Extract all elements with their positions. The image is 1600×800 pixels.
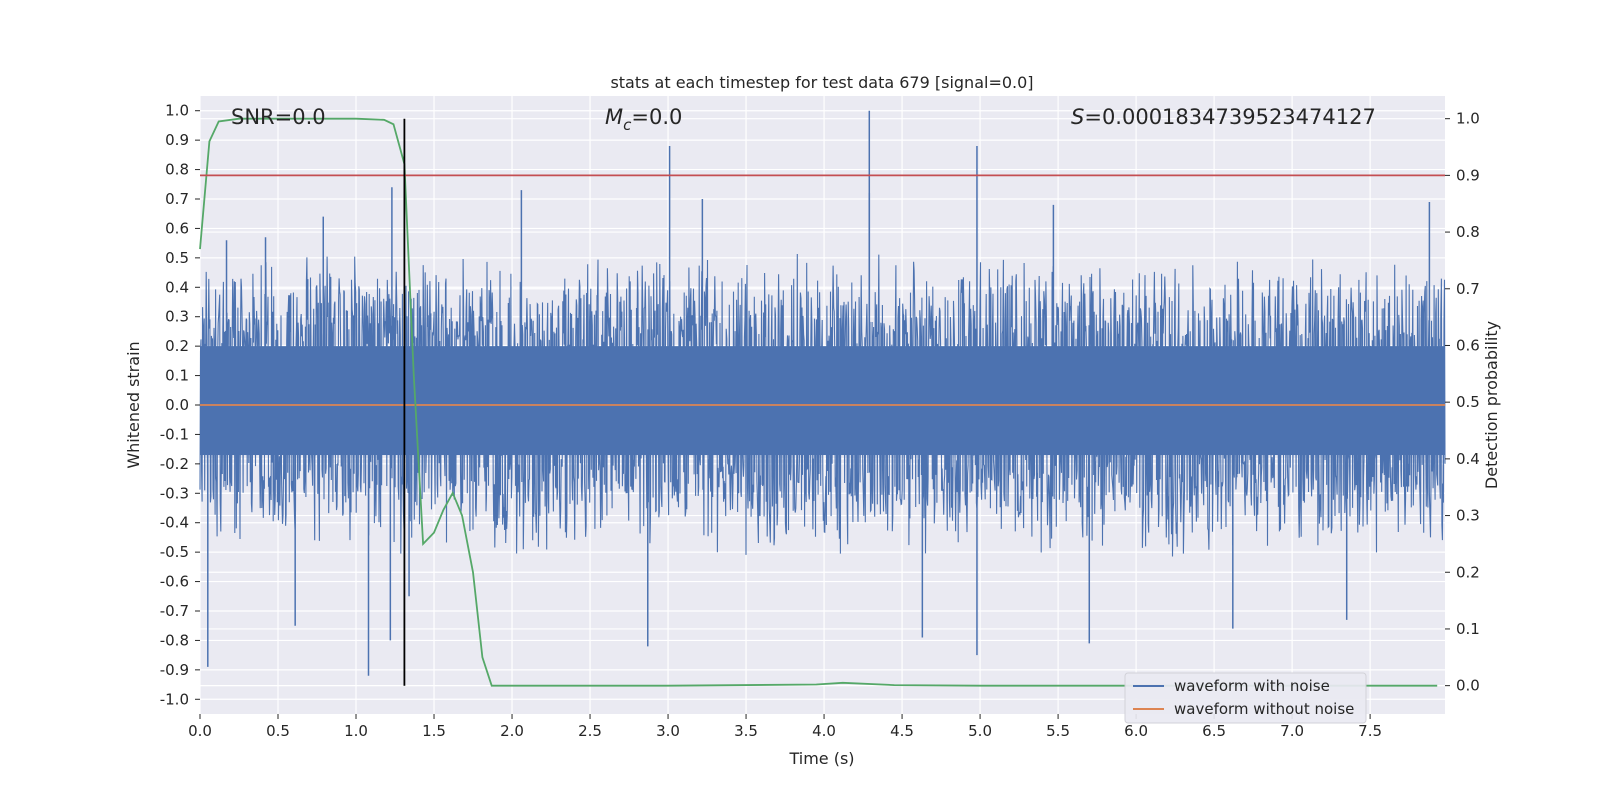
x-tick-label: 7.0 [1280, 722, 1304, 740]
noise-band [200, 346, 1445, 456]
x-tick-label: 1.0 [344, 722, 368, 740]
legend-label-with-noise: waveform with noise [1174, 677, 1330, 695]
x-tick-label: 1.5 [422, 722, 446, 740]
legend-box [1124, 672, 1367, 724]
series-detection-probability [199, 117, 1438, 687]
x-tick-label: 0.5 [266, 722, 290, 740]
mc-annotation: Mc=0.0 [605, 105, 682, 134]
x-tick-label: 2.5 [578, 722, 602, 740]
y2-tick-label: 0.1 [1456, 620, 1480, 638]
y-tick-label: -0.4 [160, 514, 189, 532]
s-annotation: S=0.0001834739523474127 [1071, 105, 1376, 129]
x-tick-label: 4.5 [890, 722, 914, 740]
y-tick-label: 0.4 [165, 278, 189, 296]
y-tick-label: 0.0 [165, 396, 189, 414]
y-tick-label: 0.7 [165, 190, 189, 208]
y-tick-label: 0.1 [165, 367, 189, 385]
y2-tick-label: 1.0 [1456, 110, 1480, 128]
x-tick-label: 5.0 [968, 722, 992, 740]
s-symbol: S [1071, 105, 1084, 129]
y2-axis-label: Detection probability [1482, 321, 1501, 489]
y2-tick-label: 0.4 [1456, 450, 1480, 468]
x-tick-label: 5.5 [1046, 722, 1070, 740]
y2-tick-label: 0.5 [1456, 393, 1480, 411]
y-tick-label: -0.1 [160, 425, 189, 443]
y-tick-label: -0.9 [160, 661, 189, 679]
y2-tick-label: 0.8 [1456, 223, 1480, 241]
axes: 0.0 0.5 1.0 1.5 2.0 2.5 3.0 3.5 4.0 4.5 5.0 5.5 6.0 6… [160, 102, 1480, 740]
x-tick-label: 4.0 [812, 722, 836, 740]
y-tick-label: 1.0 [165, 102, 189, 120]
x-tick-label: 2.0 [500, 722, 524, 740]
y2-tick-label: 0.3 [1456, 507, 1480, 525]
y2-tick-label: 0.2 [1456, 563, 1480, 581]
y2-tick-label: 0.6 [1456, 336, 1480, 354]
y2-tick-label: 0.9 [1456, 166, 1480, 184]
y-tick-label: -0.7 [160, 602, 189, 620]
x-tick-label: 7.5 [1358, 722, 1382, 740]
y-tick-label: -0.5 [160, 543, 189, 561]
y-tick-label: 0.2 [165, 337, 189, 355]
mc-value: =0.0 [631, 105, 682, 129]
y-axis-label: Whitened strain [124, 341, 143, 468]
x-tick-label: 6.0 [1124, 722, 1148, 740]
y-tick-label: -0.8 [160, 631, 189, 649]
y2-tick-label: 0.0 [1456, 677, 1480, 695]
legend: waveform with noise waveform without noi… [1124, 672, 1367, 724]
y-tick-label: 0.3 [165, 308, 189, 326]
x-axis-label: Time (s) [788, 749, 854, 768]
chart-title: stats at each timestep for test data 679… [610, 73, 1033, 92]
series-lines [199, 117, 1445, 687]
series-waveform-with-noise [199, 110, 1446, 676]
x-tick-label: 3.5 [734, 722, 758, 740]
mc-subscript: c [623, 116, 632, 134]
y-tick-label: -0.6 [160, 573, 189, 591]
mc-symbol: M [605, 105, 623, 129]
y2-tick-label: 0.7 [1456, 280, 1480, 298]
s-value: =0.0001834739523474127 [1084, 105, 1376, 129]
y-tick-label: 0.5 [165, 249, 189, 267]
y-tick-label: -0.2 [160, 455, 189, 473]
x-tick-label: 3.0 [656, 722, 680, 740]
x-tick-label: 6.5 [1202, 722, 1226, 740]
legend-label-without-noise: waveform without noise [1174, 700, 1354, 718]
y-tick-label: -1.0 [160, 690, 189, 708]
y-tick-label: 0.6 [165, 219, 189, 237]
x-tick-label: 0.0 [188, 722, 212, 740]
y-tick-label: -0.3 [160, 484, 189, 502]
y-tick-label: 0.8 [165, 161, 189, 179]
y-tick-label: 0.9 [165, 131, 189, 149]
snr-annotation: SNR=0.0 [231, 105, 326, 129]
